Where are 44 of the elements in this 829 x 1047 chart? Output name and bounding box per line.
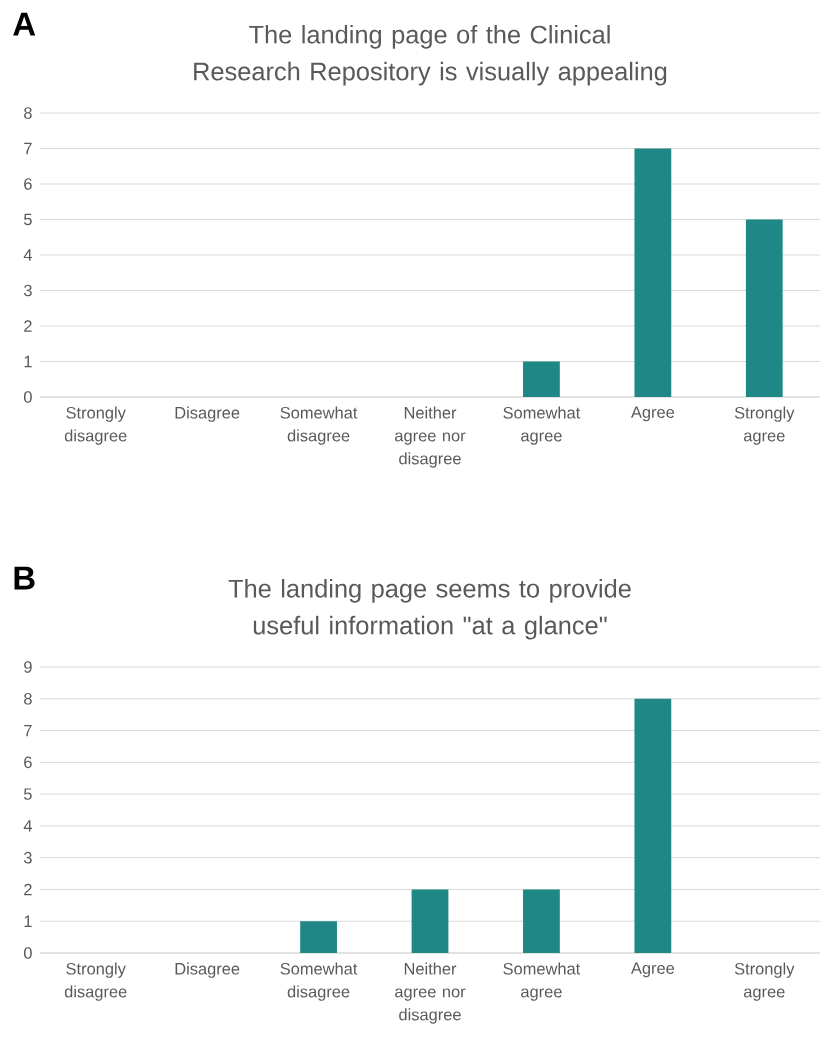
y-tick-label: 8: [24, 692, 32, 705]
y-tick-label: 5: [23, 788, 32, 800]
y-tick-label: 2: [24, 883, 32, 896]
text: B: [14, 566, 35, 590]
x-tick-label: Strongly disagree: [64, 406, 127, 445]
y-tick-label: 2: [24, 320, 32, 332]
x-tick-label: Somewhat disagree: [280, 406, 358, 445]
y-tick-label: 1: [24, 355, 32, 368]
x-tick-label: Agree: [630, 406, 675, 422]
x-tick-label: Somewhat agree: [503, 962, 581, 1001]
y-tick-label: 0: [23, 391, 32, 403]
y-tick-label: 1: [24, 915, 32, 927]
x-tick-label: Disagree: [175, 406, 240, 422]
bar: [411, 889, 449, 953]
x-tick-label: Strongly agree: [734, 962, 795, 1001]
x-tick-label: Disagree: [175, 962, 240, 978]
y-tick-label: 8: [24, 107, 32, 119]
x-tick-label: Somewhat disagree: [280, 962, 358, 1001]
x-tick-label: Agree: [630, 962, 675, 978]
bar: [523, 361, 560, 397]
y-tick-label: 3: [23, 851, 32, 864]
y-tick-label: 7: [24, 142, 32, 155]
x-tick-label: Somewhat agree: [503, 406, 581, 445]
bar: [634, 148, 672, 397]
text: A: [13, 12, 36, 36]
y-tick-label: 7: [24, 724, 32, 737]
y-tick-label: 4: [23, 249, 32, 261]
y-tick-label: 6: [24, 178, 32, 190]
y-tick-label: 0: [23, 947, 32, 959]
bar: [300, 921, 337, 953]
x-tick-label: Strongly disagree: [64, 962, 127, 1001]
x-tick-label: Neither agree nor disagree: [395, 406, 466, 468]
y-tick-label: 6: [24, 756, 32, 769]
y-tick-label: 9: [24, 661, 32, 673]
bar: [745, 219, 783, 397]
y-tick-label: 3: [23, 284, 32, 297]
chart-title: The landing page of the Clinical Research Repository is visually appealing: [194, 24, 667, 86]
x-tick-label: Neither agree nor disagree: [395, 962, 466, 1024]
x-tick-label: Strongly agree: [734, 406, 795, 445]
bar: [523, 889, 560, 953]
y-tick-label: 4: [23, 820, 32, 832]
bar: [634, 698, 672, 953]
chart-title: The landing page seems to provide useful information "at a glance": [228, 578, 631, 640]
y-tick-label: 5: [23, 213, 32, 226]
